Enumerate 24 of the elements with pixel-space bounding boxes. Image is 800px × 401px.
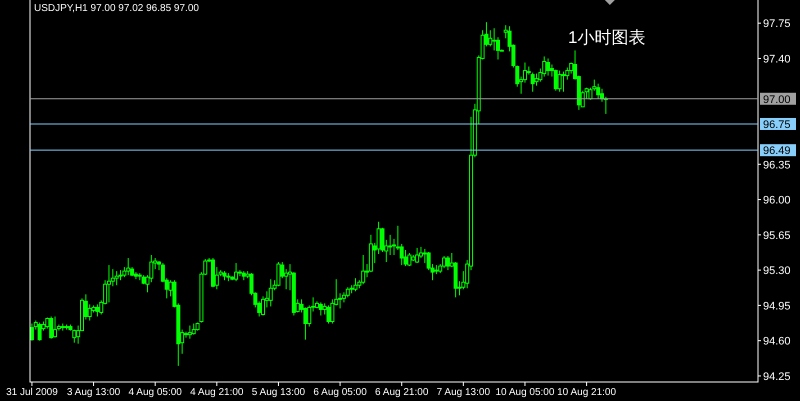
annotation: 1小时图表 xyxy=(568,28,646,47)
ref-line-label: 96.49 xyxy=(763,145,791,158)
y-tick-label: 95.65 xyxy=(763,230,791,242)
x-tick-label: 31 Jul 2009 xyxy=(6,387,58,398)
y-tick-label: 97.40 xyxy=(763,53,791,66)
chart-title: USDJPY,H1 97.00 97.02 96.85 97.00 xyxy=(34,3,200,14)
x-tick-label: 10 Aug 21:00 xyxy=(557,387,616,398)
x-tick-label: 5 Aug 13:00 xyxy=(252,387,306,398)
y-tick-label: 94.95 xyxy=(763,300,791,312)
y-tick-label: 94.60 xyxy=(763,336,791,348)
ref-line-label: 96.75 xyxy=(763,118,791,131)
x-tick-label: 6 Aug 21:00 xyxy=(375,387,429,398)
x-tick-label: 6 Aug 05:00 xyxy=(313,387,368,398)
x-tick-label: 10 Aug 05:00 xyxy=(495,387,555,398)
y-tick-label: 96.00 xyxy=(763,194,791,207)
y-tick-label: 95.30 xyxy=(763,265,791,278)
y-tick-label: 97.75 xyxy=(763,18,791,30)
x-tick-label: 4 Aug 21:00 xyxy=(190,387,244,398)
x-tick-label: 4 Aug 05:00 xyxy=(128,387,182,398)
x-tick-label: 3 Aug 13:00 xyxy=(66,387,121,398)
y-tick-label: 94.25 xyxy=(763,370,791,383)
y-tick-label: 96.35 xyxy=(763,159,791,172)
ref-line-label: 97.00 xyxy=(763,94,791,106)
x-tick-label: 7 Aug 13:00 xyxy=(436,387,490,398)
